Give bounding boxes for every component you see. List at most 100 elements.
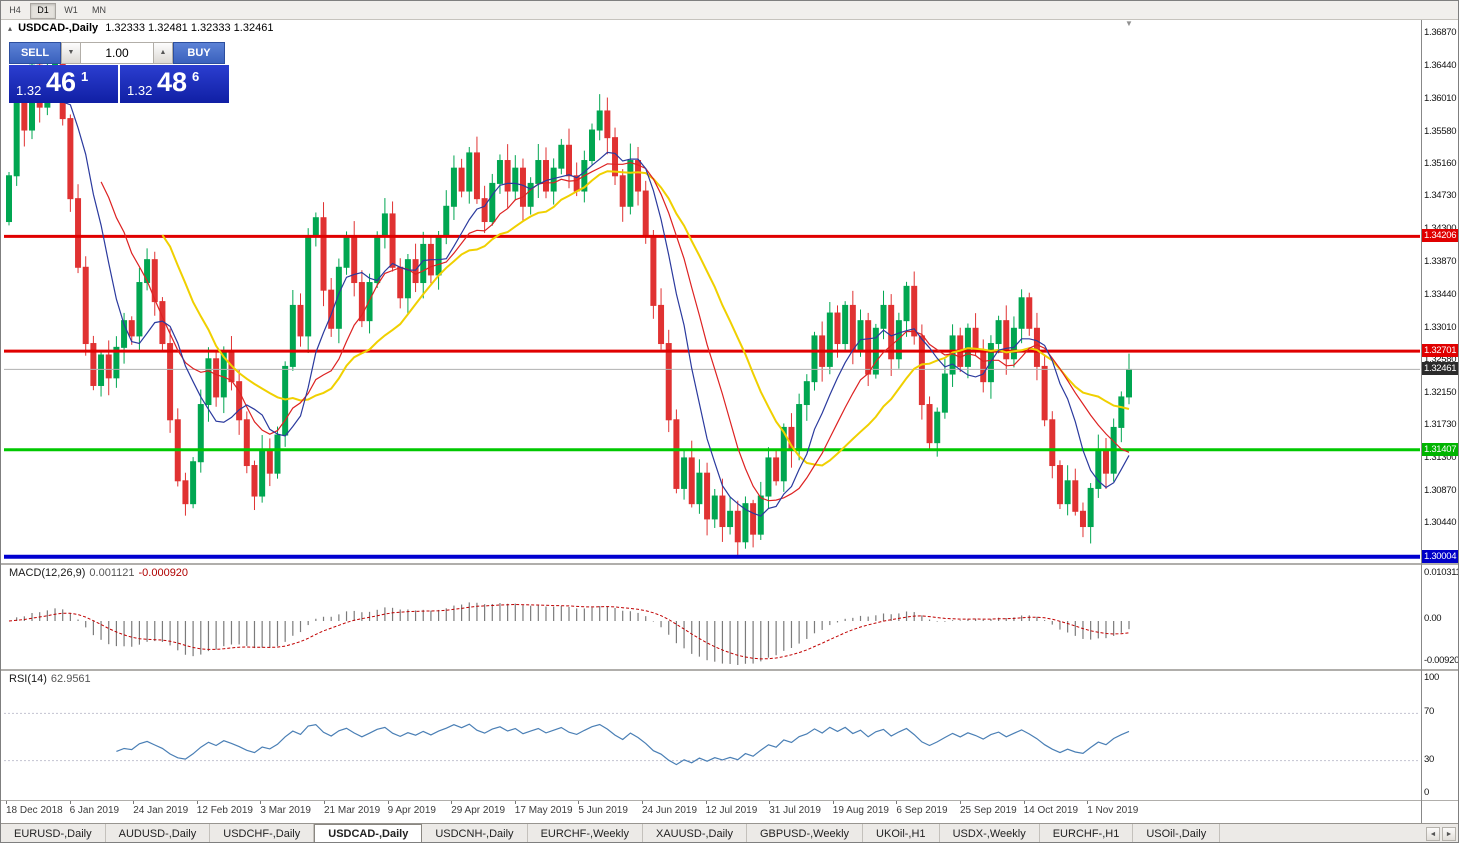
timeframe-toolbar: H4 D1 W1 MN	[1, 1, 1458, 20]
rsi-axis-label: 70	[1424, 706, 1434, 717]
date-axis-tick	[451, 801, 453, 804]
timeframe-button-w1[interactable]: W1	[64, 5, 78, 15]
macd-panel-separator[interactable]	[1, 563, 1458, 565]
date-axis-label: 1 Nov 2019	[1087, 805, 1139, 816]
one-click-trade-panel: SELL ▼ ▲ BUY 1.32 46 1 1.32 48 6	[9, 42, 229, 103]
date-axis-label: 31 Jul 2019	[769, 805, 821, 816]
timeframe-button-h4[interactable]: H4	[9, 5, 21, 15]
sell-button[interactable]: SELL	[9, 42, 61, 64]
price-axis-tick: 1.35160	[1424, 157, 1457, 169]
trade-prices-row: 1.32 46 1 1.32 48 6	[9, 65, 229, 103]
price-axis-tick: 1.34300	[1424, 223, 1457, 234]
macd-indicator-label: MACD(12,26,9) 0.001121 -0.000920	[9, 567, 188, 579]
price-axis-tick: 1.33440	[1424, 288, 1457, 300]
symbol-tab-eurchf-weekly[interactable]: EURCHF-,Weekly	[528, 824, 643, 842]
date-axis-label: 24 Jun 2019	[642, 805, 698, 816]
date-axis-label: 24 Jan 2019	[133, 805, 189, 816]
rsi-indicator-label: RSI(14) 62.9561	[9, 673, 91, 685]
price-axis-tick: 1.30870	[1424, 484, 1457, 496]
chart-tabs-bar: EURUSD-,Daily AUDUSD-,Daily USDCHF-,Daily U…	[1, 823, 1458, 842]
date-axis-label: 17 May 2019	[514, 805, 573, 816]
price-axis-tick: 1.31300	[1424, 451, 1457, 463]
date-axis-tick	[324, 801, 325, 804]
timeframe-button-d1[interactable]: D1	[30, 3, 56, 19]
macd-name: MACD(12,26,9)	[9, 567, 86, 579]
collapse-icon[interactable]: ▴	[8, 24, 13, 33]
symbol-tab-eurusd-daily[interactable]: EURUSD-,Daily	[1, 824, 106, 842]
tabs-scroll-right-button[interactable]: ►	[1442, 827, 1456, 841]
price-axis-tick: 1.32580	[1424, 354, 1457, 366]
symbol-tab-audusd-daily[interactable]: AUDUSD-,Daily	[106, 824, 211, 842]
macd-signal-line	[8, 603, 1130, 660]
volume-input[interactable]	[81, 42, 153, 64]
price-axis-divider	[1421, 19, 1422, 823]
price-axis-tick: 1.32150	[1424, 387, 1457, 399]
volume-decrease-button[interactable]: ▼	[61, 42, 81, 64]
symbol-tab-eurchf-h1[interactable]: EURCHF-,H1	[1040, 824, 1134, 842]
symbol-tab-usoil-daily[interactable]: USOil-,Daily	[1133, 824, 1221, 842]
moving-average-13	[100, 161, 1130, 502]
date-axis[interactable]: 18 Dec 2018 6 Jan 2019 24 Jan 2019 12 Feb 2…	[1, 801, 1421, 823]
date-axis-label: 12 Jul 2019	[705, 805, 758, 816]
price-axis-tick: 1.36010	[1424, 92, 1457, 104]
timeframe-button-mn[interactable]: MN	[92, 5, 106, 15]
symbol-tab-gbpusd-weekly[interactable]: GBPUSD-,Weekly	[747, 824, 864, 842]
date-axis-tick	[133, 801, 135, 804]
tabs-scroll-left-button[interactable]: ◄	[1426, 827, 1440, 841]
buy-price-box[interactable]: 1.32 48 6	[120, 65, 229, 103]
tab-scroll-arrows: ◄ ►	[1424, 824, 1458, 842]
date-axis-tick	[642, 801, 643, 804]
date-axis-tick	[769, 801, 771, 804]
rsi-panel-separator[interactable]	[1, 669, 1458, 671]
ohlc-values: 1.32333 1.32481 1.32333 1.32461	[105, 22, 274, 34]
price-badge-1.32701: 1.32701	[1422, 344, 1458, 358]
date-axis-label: 14 Oct 2019	[1023, 805, 1079, 816]
price-axis[interactable]: 1.36870 1.36440 1.36010 1.35580 1.35160 1.347…	[1422, 19, 1459, 822]
date-axis-tick	[6, 801, 7, 804]
sell-price-sup: 1	[81, 69, 89, 84]
price-axis-tick: 1.31730	[1424, 419, 1457, 431]
price-badge-1.32461: 1.32461	[1422, 362, 1458, 376]
buy-price-sup: 6	[192, 69, 200, 84]
chart-title: ▴ USDCAD-,Daily 1.32333 1.32481 1.32333 …	[8, 22, 273, 34]
price-axis-tick: 1.30440	[1424, 517, 1457, 529]
price-badge-1.30004: 1.30004	[1422, 549, 1458, 563]
rsi-axis-label: 0	[1424, 787, 1429, 798]
rsi-line	[116, 723, 1130, 766]
symbol-tab-usdx-weekly[interactable]: USDX-,Weekly	[940, 824, 1040, 842]
date-axis-label: 21 Mar 2019	[324, 805, 381, 816]
date-axis-label: 5 Jun 2019	[578, 805, 628, 816]
symbol-tab-usdcad-daily[interactable]: USDCAD-,Daily	[314, 824, 423, 842]
buy-price-prefix: 1.32	[127, 83, 153, 98]
price-axis-tick: 1.34730	[1424, 190, 1457, 202]
rsi-axis-label: 100	[1424, 672, 1439, 683]
date-axis-tick	[196, 801, 198, 804]
date-axis-label: 19 Aug 2019	[832, 805, 889, 816]
volume-increase-button[interactable]: ▲	[153, 42, 173, 64]
date-axis-tick	[896, 801, 898, 804]
symbol-tab-ukoil-h1[interactable]: UKOil-,H1	[863, 824, 940, 842]
trade-controls-row: SELL ▼ ▲ BUY	[9, 42, 229, 64]
symbol-tab-xauusd-daily[interactable]: XAUUSD-,Daily	[643, 824, 747, 842]
symbol-tab-usdchf-daily[interactable]: USDCHF-,Daily	[210, 824, 315, 842]
rsi-name: RSI(14)	[9, 673, 47, 685]
date-axis-separator	[1, 800, 1458, 801]
rsi-value: 62.9561	[50, 673, 91, 685]
price-axis-tick: 1.35580	[1424, 125, 1457, 137]
sell-price-big: 46	[46, 67, 77, 97]
date-axis-tick	[1087, 801, 1089, 804]
symbol-tab-usdcnh-daily[interactable]: USDCNH-,Daily	[422, 824, 528, 842]
chart-shift-marker-icon[interactable]: ▼	[1125, 19, 1133, 28]
buy-button[interactable]: BUY	[173, 42, 225, 64]
macd-main-value: 0.001121	[89, 567, 135, 579]
price-axis-tick: 1.36440	[1424, 59, 1457, 71]
macd-axis-label: 0.00	[1424, 613, 1442, 624]
sell-price-box[interactable]: 1.32 46 1	[9, 65, 118, 103]
date-axis-label: 6 Jan 2019	[69, 805, 120, 816]
date-axis-tick	[1023, 801, 1025, 804]
date-axis-tick	[260, 801, 262, 804]
price-axis-tick: 1.36870	[1424, 27, 1457, 39]
